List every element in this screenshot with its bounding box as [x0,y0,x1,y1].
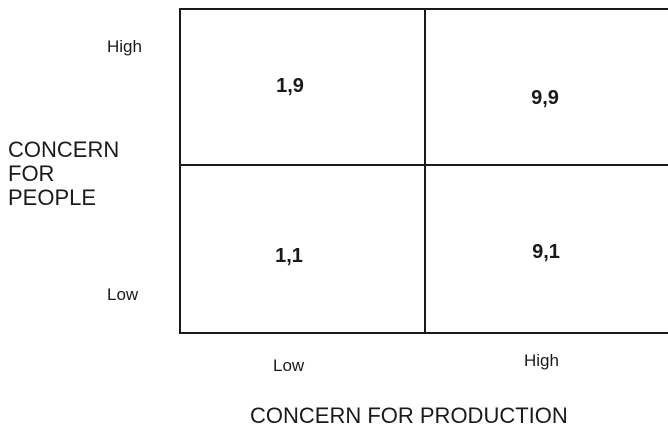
y-axis-high-label: High [107,37,142,56]
y-axis-title-line-2: FOR [8,161,55,187]
cell-bottom-right: 9,1 [532,241,560,263]
y-axis-low-label: Low [107,285,139,304]
cell-top-right: 9,9 [531,87,559,109]
y-axis-title-line-3: PEOPLE [8,185,97,211]
y-axis-title: CONCERN FOR PEOPLE [8,137,158,211]
x-axis-high-label: High [524,351,559,370]
cell-bottom-left: 1,1 [275,245,303,267]
x-axis-title: CONCERN FOR PRODUCTION [250,403,568,428]
y-axis-title-line-1: CONCERN [8,137,120,162]
grid-frame [179,8,668,334]
grid-horizontal-divider [179,164,668,166]
cell-top-left: 1,9 [276,75,304,97]
grid-vertical-divider [424,8,426,334]
x-axis-low-label: Low [273,356,305,375]
